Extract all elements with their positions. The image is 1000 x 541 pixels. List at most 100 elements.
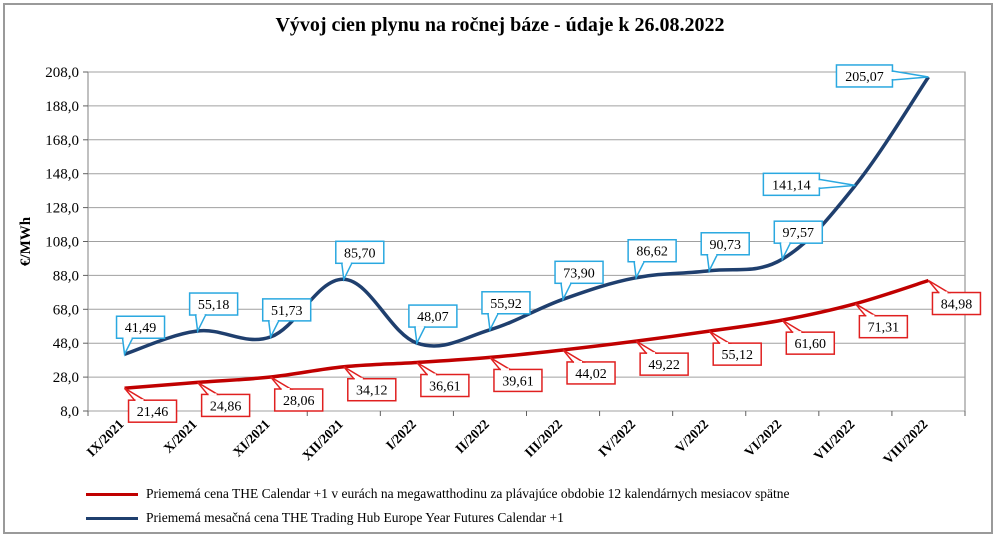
red-data-label-box xyxy=(200,393,251,418)
y-tick-label: 108,0 xyxy=(45,235,79,251)
red-data-label-pointer xyxy=(416,361,440,376)
blue-data-label-box xyxy=(188,292,239,316)
red-data-label-box xyxy=(420,373,470,398)
blue-data-label: 55,18 xyxy=(188,292,239,334)
red-data-label-box xyxy=(931,291,982,316)
legend-label-blue: Priememá mesačná cena THE Trading Hub Eu… xyxy=(146,510,564,525)
red-data-label-pointer xyxy=(123,387,148,401)
blue-data-label: 90,73 xyxy=(700,232,750,274)
red-data-label-text: 21,46 xyxy=(137,405,169,420)
y-axis-title: €/MWh xyxy=(18,216,34,266)
blue-data-label-box xyxy=(773,220,824,244)
red-data-label: 24,86 xyxy=(197,381,251,418)
chart-title: Vývoj cien plynu na ročnej báze - údaje … xyxy=(275,14,725,36)
red-data-label: 49,22 xyxy=(635,340,689,376)
blue-data-label: 41,49 xyxy=(115,315,166,357)
red-data-label: 39,61 xyxy=(489,356,543,393)
legend-swatch-blue xyxy=(86,516,138,520)
blue-data-label-box xyxy=(627,238,677,263)
blue-data-label-text: 55,92 xyxy=(490,297,522,312)
legend-entry-red: Priememá cena THE Calendar +1 v eurách n… xyxy=(86,486,790,502)
red-data-label-pointer xyxy=(927,279,952,294)
x-tick-label: XI/2021 xyxy=(230,416,273,459)
x-tick-label: V/2022 xyxy=(672,416,711,455)
x-tick-label: IX/2021 xyxy=(84,416,127,459)
red-data-label-pointer xyxy=(270,376,294,390)
red-data-label-text: 34,12 xyxy=(356,384,388,399)
legend-entry-blue: Priememá mesačná cena THE Trading Hub Eu… xyxy=(86,510,564,526)
red-data-label: 84,98 xyxy=(927,279,982,316)
blue-data-label-text: 85,70 xyxy=(344,246,376,261)
y-tick-label: 88,0 xyxy=(53,268,79,284)
blue-data-label-text: 48,07 xyxy=(417,310,449,325)
red-data-label-text: 44,02 xyxy=(575,367,607,382)
blue-data-label-text: 51,73 xyxy=(271,304,303,319)
blue-data-label-text: 141,14 xyxy=(772,178,811,193)
x-tick-label: IV/2022 xyxy=(595,416,638,459)
y-tick-label: 28,0 xyxy=(53,370,79,386)
red-data-label-text: 49,22 xyxy=(648,358,680,373)
red-data-label: 55,12 xyxy=(708,330,762,366)
red-data-label-text: 36,61 xyxy=(429,380,461,395)
blue-data-label: 141,14 xyxy=(762,172,856,197)
red-data-label: 44,02 xyxy=(562,349,616,385)
blue-data-label-text: 55,18 xyxy=(198,298,230,313)
blue-data-label-text: 41,49 xyxy=(125,321,157,336)
red-data-label-box xyxy=(493,368,543,393)
blue-data-label-text: 205,07 xyxy=(845,70,884,85)
blue-data-label: 48,07 xyxy=(408,304,458,346)
series-line-red xyxy=(124,278,929,390)
red-data-label-box xyxy=(566,361,616,385)
blue-data-label-box xyxy=(408,304,458,328)
legend-swatch-red xyxy=(86,492,138,496)
red-data-label-text: 24,86 xyxy=(210,399,242,414)
x-tick-label: VI/2022 xyxy=(741,416,784,459)
blue-data-label: 55,92 xyxy=(481,291,531,333)
blue-data-label: 205,07 xyxy=(835,64,929,88)
red-data-label-pointer xyxy=(708,330,732,344)
red-data-label-box xyxy=(712,342,762,366)
red-data-label-box xyxy=(273,388,324,412)
red-data-label: 61,60 xyxy=(781,319,836,355)
legend-label-red: Priememá cena THE Calendar +1 v eurách n… xyxy=(146,486,790,501)
x-tick-label: III/2022 xyxy=(522,416,566,460)
y-tick-label: 68,0 xyxy=(53,302,79,318)
y-tick-label: 128,0 xyxy=(45,201,79,217)
x-tick-label: VIII/2022 xyxy=(880,416,931,467)
red-data-label: 21,46 xyxy=(123,387,178,423)
red-data-label-box xyxy=(785,331,836,355)
red-data-label: 34,12 xyxy=(343,366,397,402)
blue-data-label-pointer xyxy=(706,254,719,274)
red-data-label-box xyxy=(127,399,178,423)
red-data-label: 36,61 xyxy=(416,361,470,398)
y-tick-label: 188,0 xyxy=(45,99,79,115)
red-data-label-box xyxy=(347,377,397,402)
blue-data-label-pointer xyxy=(194,314,207,334)
y-tick-label: 8,0 xyxy=(60,404,79,420)
red-data-label-text: 84,98 xyxy=(941,298,973,313)
red-data-label-text: 39,61 xyxy=(502,374,534,389)
red-data-label-text: 71,31 xyxy=(868,321,900,336)
x-tick-label: XII/2021 xyxy=(299,416,346,463)
blue-data-label-box xyxy=(261,298,312,322)
blue-data-label-text: 73,90 xyxy=(563,266,595,281)
y-tick-label: 208,0 xyxy=(45,65,79,81)
blue-data-label-box xyxy=(115,315,166,339)
blue-data-label-box xyxy=(700,232,750,256)
red-data-label: 71,31 xyxy=(854,303,909,339)
red-data-label-pointer xyxy=(197,381,221,396)
blue-data-label-box xyxy=(335,240,385,265)
y-tick-label: 148,0 xyxy=(45,167,79,183)
red-data-label-pointer xyxy=(562,349,586,363)
blue-data-label-text: 97,57 xyxy=(783,226,815,241)
blue-data-label-text: 86,62 xyxy=(636,245,668,260)
red-data-label-text: 28,06 xyxy=(283,394,315,409)
red-data-label-pointer xyxy=(781,319,805,333)
red-data-label-text: 55,12 xyxy=(721,348,753,363)
x-tick-label: II/2022 xyxy=(452,416,492,456)
blue-data-label-pointer xyxy=(414,326,427,346)
blue-data-label-pointer xyxy=(340,262,354,282)
red-data-label: 28,06 xyxy=(270,376,324,412)
blue-data-label-pointer xyxy=(818,178,856,190)
